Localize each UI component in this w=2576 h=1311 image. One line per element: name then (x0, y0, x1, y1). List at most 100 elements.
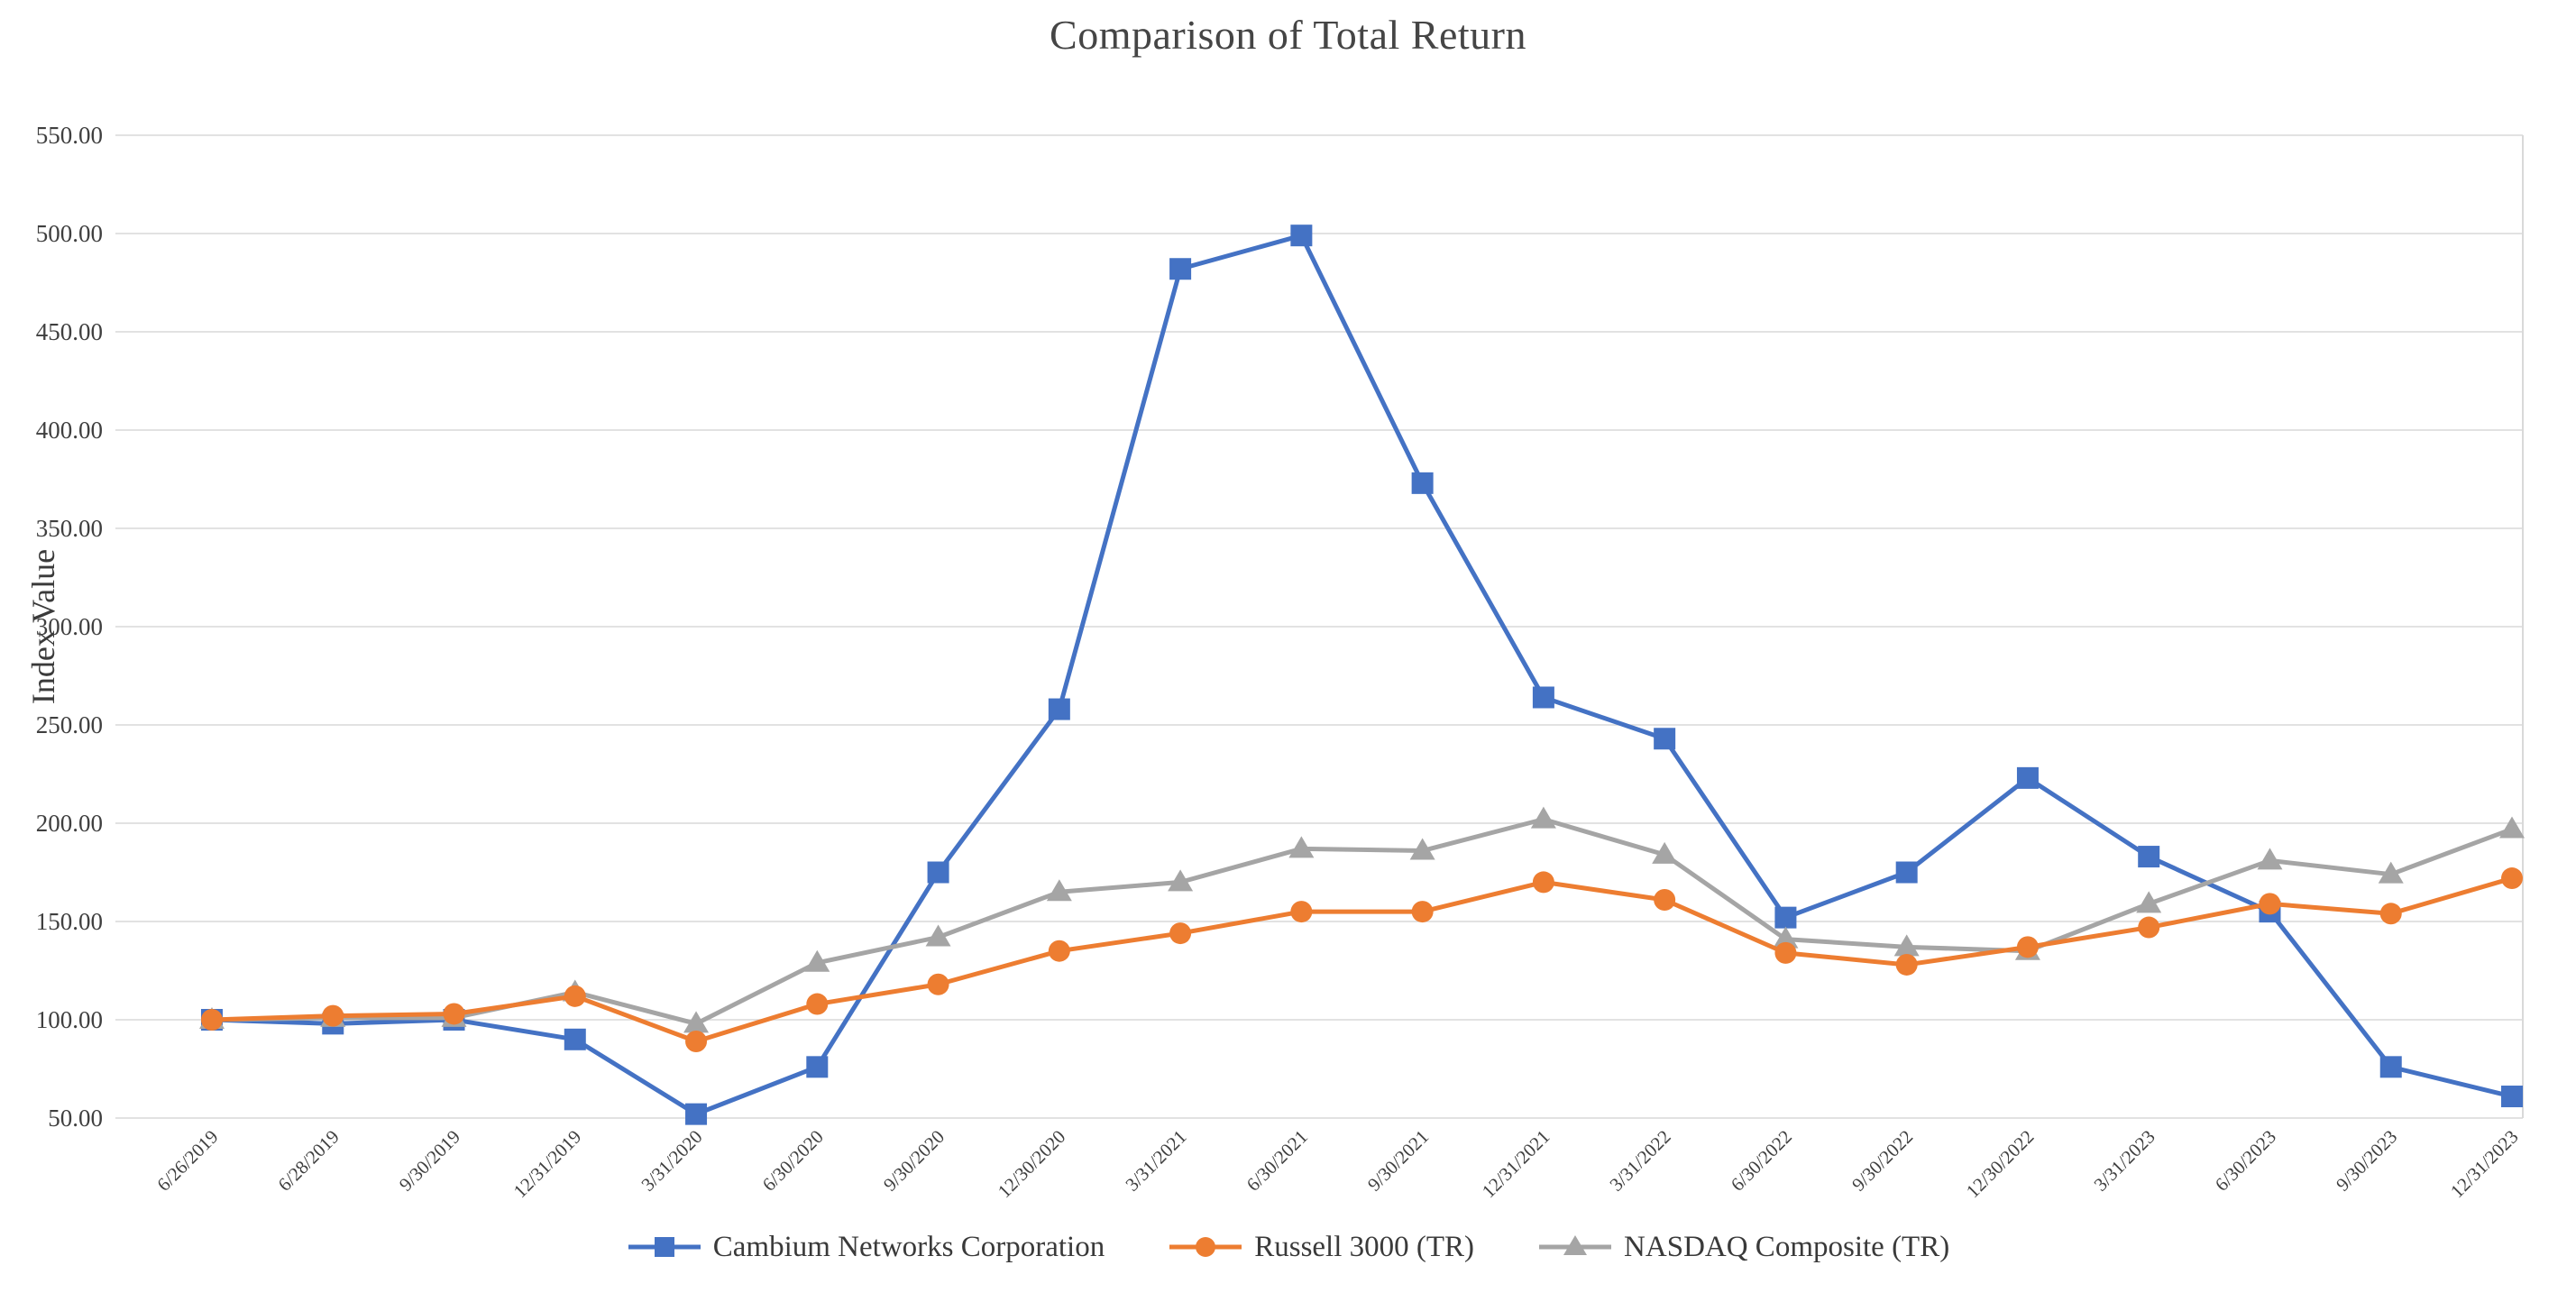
marker-circle (2259, 893, 2281, 915)
x-tick-label: 9/30/2019 (395, 1126, 464, 1196)
marker-circle (1411, 901, 1434, 923)
marker-square (1774, 906, 1797, 929)
y-tick-label: 150.00 (36, 908, 103, 935)
x-tick-label: 6/30/2022 (1727, 1126, 1796, 1196)
x-tick-label: 12/30/2022 (1962, 1126, 2039, 1203)
legend-triangle-icon (1539, 1235, 1612, 1255)
y-tick-label: 200.00 (36, 810, 103, 837)
series-circle (201, 867, 2523, 1052)
x-tick-label: 12/30/2020 (994, 1126, 1070, 1203)
y-tick-label: 100.00 (36, 1006, 103, 1033)
marker-square (1048, 698, 1070, 720)
marker-square (2138, 846, 2160, 868)
marker-triangle (1893, 934, 1920, 957)
legend-label: Russell 3000 (TR) (1254, 1230, 1475, 1263)
chart-title: Comparison of Total Return (1050, 12, 1526, 58)
marker-circle (2379, 903, 2402, 925)
marker-triangle (1652, 841, 1678, 864)
marker-triangle (2499, 816, 2525, 839)
marker-triangle (2136, 891, 2162, 913)
marker-square (685, 1103, 708, 1125)
y-tick-label: 450.00 (36, 318, 103, 345)
x-tick-label: 12/31/2021 (1478, 1126, 1554, 1203)
marker-square (1532, 686, 1554, 709)
marker-circle (927, 973, 949, 995)
marker-triangle (2257, 848, 2283, 870)
marker-triangle (1773, 926, 1799, 949)
marker-circle (564, 985, 586, 1007)
marker-square (2016, 766, 2039, 789)
x-tick-label: 12/31/2023 (2446, 1126, 2523, 1203)
marker-circle (1774, 941, 1797, 964)
marker-triangle (804, 949, 830, 972)
x-tick-label: 9/30/2020 (879, 1126, 949, 1196)
marker-square (1411, 472, 1434, 494)
x-tick-label: 6/26/2019 (152, 1126, 222, 1196)
y-tick-label: 400.00 (36, 417, 103, 444)
marker-square (806, 1056, 829, 1078)
marker-square (2379, 1056, 2402, 1078)
marker-triangle (925, 924, 951, 947)
series-square (201, 225, 2523, 1125)
x-tick-label: 9/30/2022 (1847, 1126, 1917, 1196)
marker-circle (1654, 889, 1676, 912)
y-tick-label: 300.00 (36, 613, 103, 640)
marker-circle (1532, 871, 1554, 894)
marker-circle (1895, 953, 1918, 976)
marker-triangle (2378, 861, 2404, 884)
legend-square-icon (628, 1237, 701, 1257)
legend-label: Cambium Networks Corporation (712, 1230, 1105, 1263)
x-tick-label: 9/30/2021 (1363, 1126, 1433, 1196)
marker-square (654, 1237, 674, 1257)
x-tick-label: 6/28/2019 (274, 1126, 344, 1196)
x-tick-label: 6/30/2020 (758, 1126, 828, 1196)
marker-circle (1048, 940, 1070, 962)
x-tick-label: 3/31/2021 (1121, 1126, 1190, 1196)
marker-circle (201, 1009, 223, 1031)
marker-circle (322, 1004, 344, 1027)
y-tick-label: 550.00 (36, 122, 103, 149)
legend-item: NASDAQ Composite (TR) (1537, 1230, 1949, 1264)
x-tick-label: 3/31/2022 (1605, 1126, 1674, 1196)
marker-circle (685, 1030, 708, 1052)
marker-circle (1169, 922, 1192, 945)
y-tick-label: 500.00 (36, 220, 103, 247)
y-tick-label: 50.00 (48, 1105, 103, 1132)
legend-item: Russell 3000 (TR) (1168, 1230, 1474, 1264)
marker-triangle (1288, 836, 1315, 858)
marker-triangle (683, 1011, 710, 1033)
marker-square (2501, 1086, 2523, 1108)
marker-circle (2138, 916, 2160, 939)
marker-square (1654, 728, 1676, 750)
marker-square (564, 1028, 586, 1050)
marker-square (1169, 258, 1192, 280)
series-line (209, 876, 2515, 1044)
legend-label: NASDAQ Composite (TR) (1624, 1230, 1950, 1263)
x-tick-label: 12/31/2019 (509, 1126, 586, 1203)
marker-circle (2016, 936, 2039, 958)
marker-square (1895, 861, 1918, 884)
marker-triangle (1168, 869, 1194, 892)
y-tick-label: 250.00 (36, 711, 103, 738)
series-line (209, 233, 2515, 1117)
x-tick-label: 6/30/2021 (1242, 1126, 1312, 1196)
x-tick-label: 3/31/2023 (2090, 1126, 2159, 1196)
marker-triangle (1563, 1235, 1588, 1255)
legend-item: Cambium Networks Corporation (627, 1230, 1105, 1264)
marker-circle (2501, 867, 2523, 890)
marker-circle (1290, 901, 1313, 923)
marker-square (927, 861, 949, 884)
marker-square (1290, 225, 1313, 247)
marker-circle (1196, 1237, 1216, 1257)
legend: Cambium Networks Corporation Russell 3000… (0, 1230, 2576, 1264)
series-line (209, 817, 2515, 1026)
x-tick-label: 6/30/2023 (2211, 1126, 2280, 1196)
marker-triangle (1046, 879, 1072, 902)
marker-triangle (1530, 806, 1556, 829)
marker-triangle (1409, 838, 1435, 860)
legend-circle-icon (1169, 1237, 1242, 1257)
x-tick-label: 9/30/2023 (2332, 1126, 2401, 1196)
marker-circle (806, 993, 829, 1015)
